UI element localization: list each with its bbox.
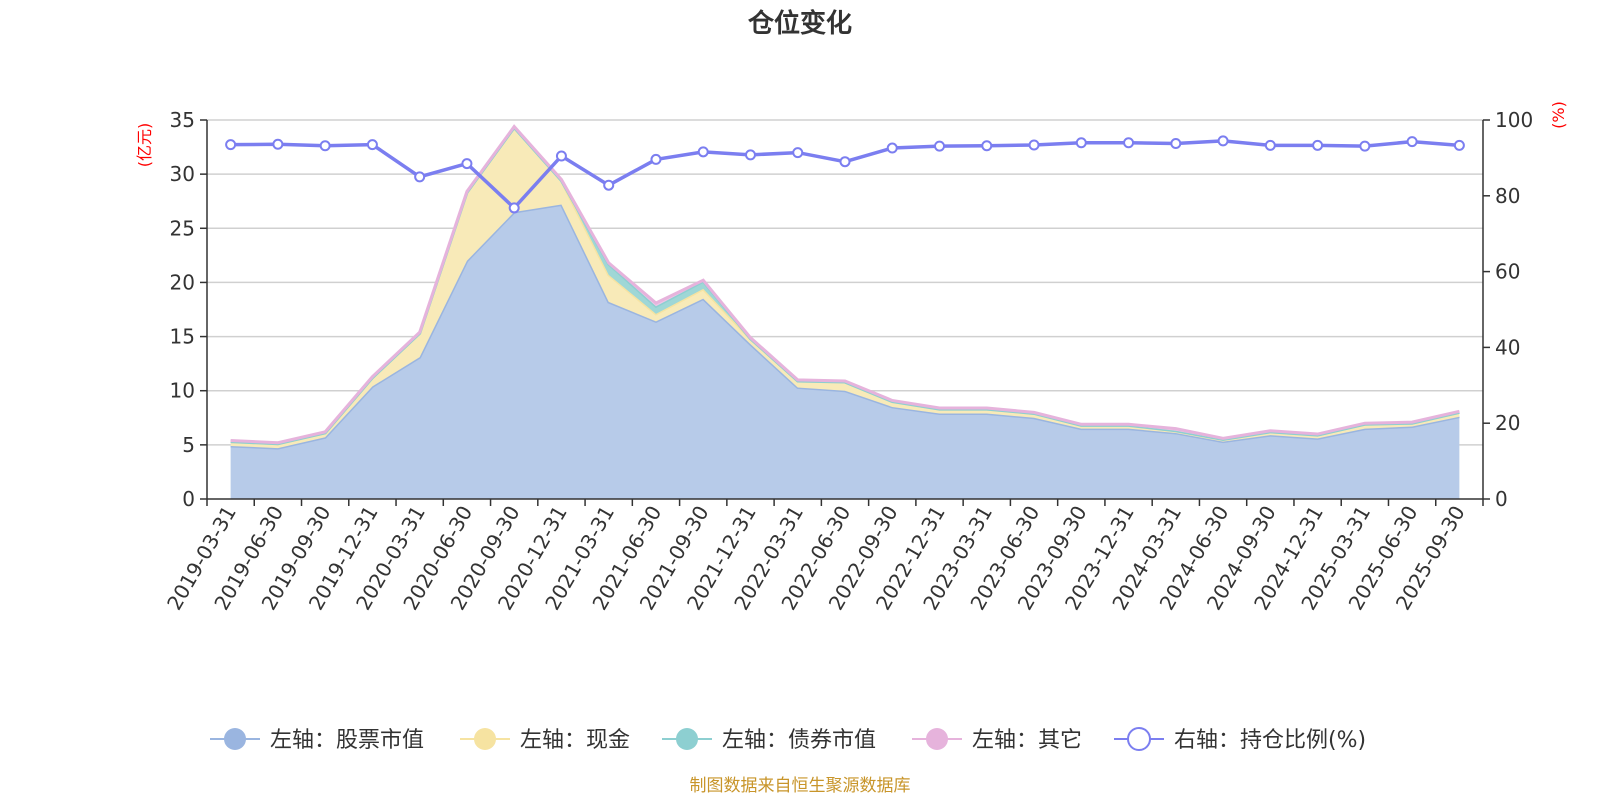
right-axis-tick-label: 40 xyxy=(1495,335,1520,359)
ratio-point xyxy=(1406,136,1418,148)
left-axis-tick-label: 5 xyxy=(182,433,195,457)
ratio-point xyxy=(1123,137,1135,149)
ratio-point xyxy=(792,147,804,159)
data-source-note: 制图数据来自恒生聚源数据库 xyxy=(690,776,911,796)
right-axis-tick-label: 80 xyxy=(1495,184,1520,208)
stacked-area-layer xyxy=(230,124,1460,499)
ratio-point xyxy=(366,139,378,151)
right-axis-tick-label: 0 xyxy=(1495,487,1508,511)
ratio-point xyxy=(744,149,756,161)
legend-marker xyxy=(676,728,698,750)
legend-label: 左轴：债券市值 xyxy=(722,728,876,753)
legend-marker xyxy=(1127,727,1151,751)
ratio-point xyxy=(603,179,615,191)
area-series-1 xyxy=(230,204,1460,499)
chart-title: 仓位变化 xyxy=(747,8,852,39)
ratio-point xyxy=(1217,135,1229,147)
legend-marker xyxy=(474,728,496,750)
ratio-point xyxy=(555,150,567,162)
ratio-point xyxy=(508,202,520,214)
area-edge-series-4 xyxy=(230,124,1460,445)
right-axis-tick-label: 20 xyxy=(1495,411,1520,435)
ratio-point xyxy=(1312,139,1324,151)
legend-marker xyxy=(926,728,948,750)
legend: 左轴：股票市值 左轴：现金 左轴：债券市值 左轴：其它 右轴：持仓比例(%) xyxy=(210,727,1366,753)
legend-label: 左轴：股票市值 xyxy=(270,728,424,753)
legend-label: 右轴：持仓比例(%) xyxy=(1174,728,1366,753)
ratio-line-layer xyxy=(225,135,1465,214)
ratio-point xyxy=(319,140,331,152)
ratio-point xyxy=(1028,139,1040,151)
ratio-point xyxy=(1264,139,1276,151)
ratio-point xyxy=(414,171,426,183)
left-axis-tick-label: 15 xyxy=(170,325,195,349)
ratio-point xyxy=(697,146,709,158)
left-axis-tick-label: 0 xyxy=(182,487,195,511)
ratio-point xyxy=(981,140,993,152)
left-axis-tick-label: 10 xyxy=(170,379,195,403)
left-axis-unit: (亿元) xyxy=(135,123,154,168)
right-axis-unit: (%) xyxy=(1549,101,1568,129)
legend-label: 左轴：其它 xyxy=(972,728,1082,753)
right-axis-tick-label: 100 xyxy=(1495,108,1533,132)
ratio-point xyxy=(1359,140,1371,152)
ratio-point xyxy=(839,156,851,168)
legend-marker xyxy=(224,728,246,750)
left-axis-tick-label: 20 xyxy=(170,270,195,294)
ratio-point xyxy=(1453,139,1465,151)
left-axis-tick-label: 25 xyxy=(170,216,195,240)
ratio-point xyxy=(1075,137,1087,149)
ratio-point xyxy=(272,138,284,150)
right-axis-tick-label: 60 xyxy=(1495,260,1520,284)
ratio-point xyxy=(650,153,662,165)
left-axis-tick-label: 30 xyxy=(170,162,195,186)
legend-label: 左轴：现金 xyxy=(520,728,630,753)
ratio-point xyxy=(934,140,946,152)
ratio-point xyxy=(1170,137,1182,149)
ratio-point xyxy=(886,142,898,154)
area-series-2 xyxy=(230,127,1460,449)
ratio-point xyxy=(461,158,473,170)
left-axis-tick-label: 35 xyxy=(170,108,195,132)
ratio-point xyxy=(225,139,237,151)
axes: 051015202530350204060801002019-03-312019… xyxy=(162,108,1533,614)
